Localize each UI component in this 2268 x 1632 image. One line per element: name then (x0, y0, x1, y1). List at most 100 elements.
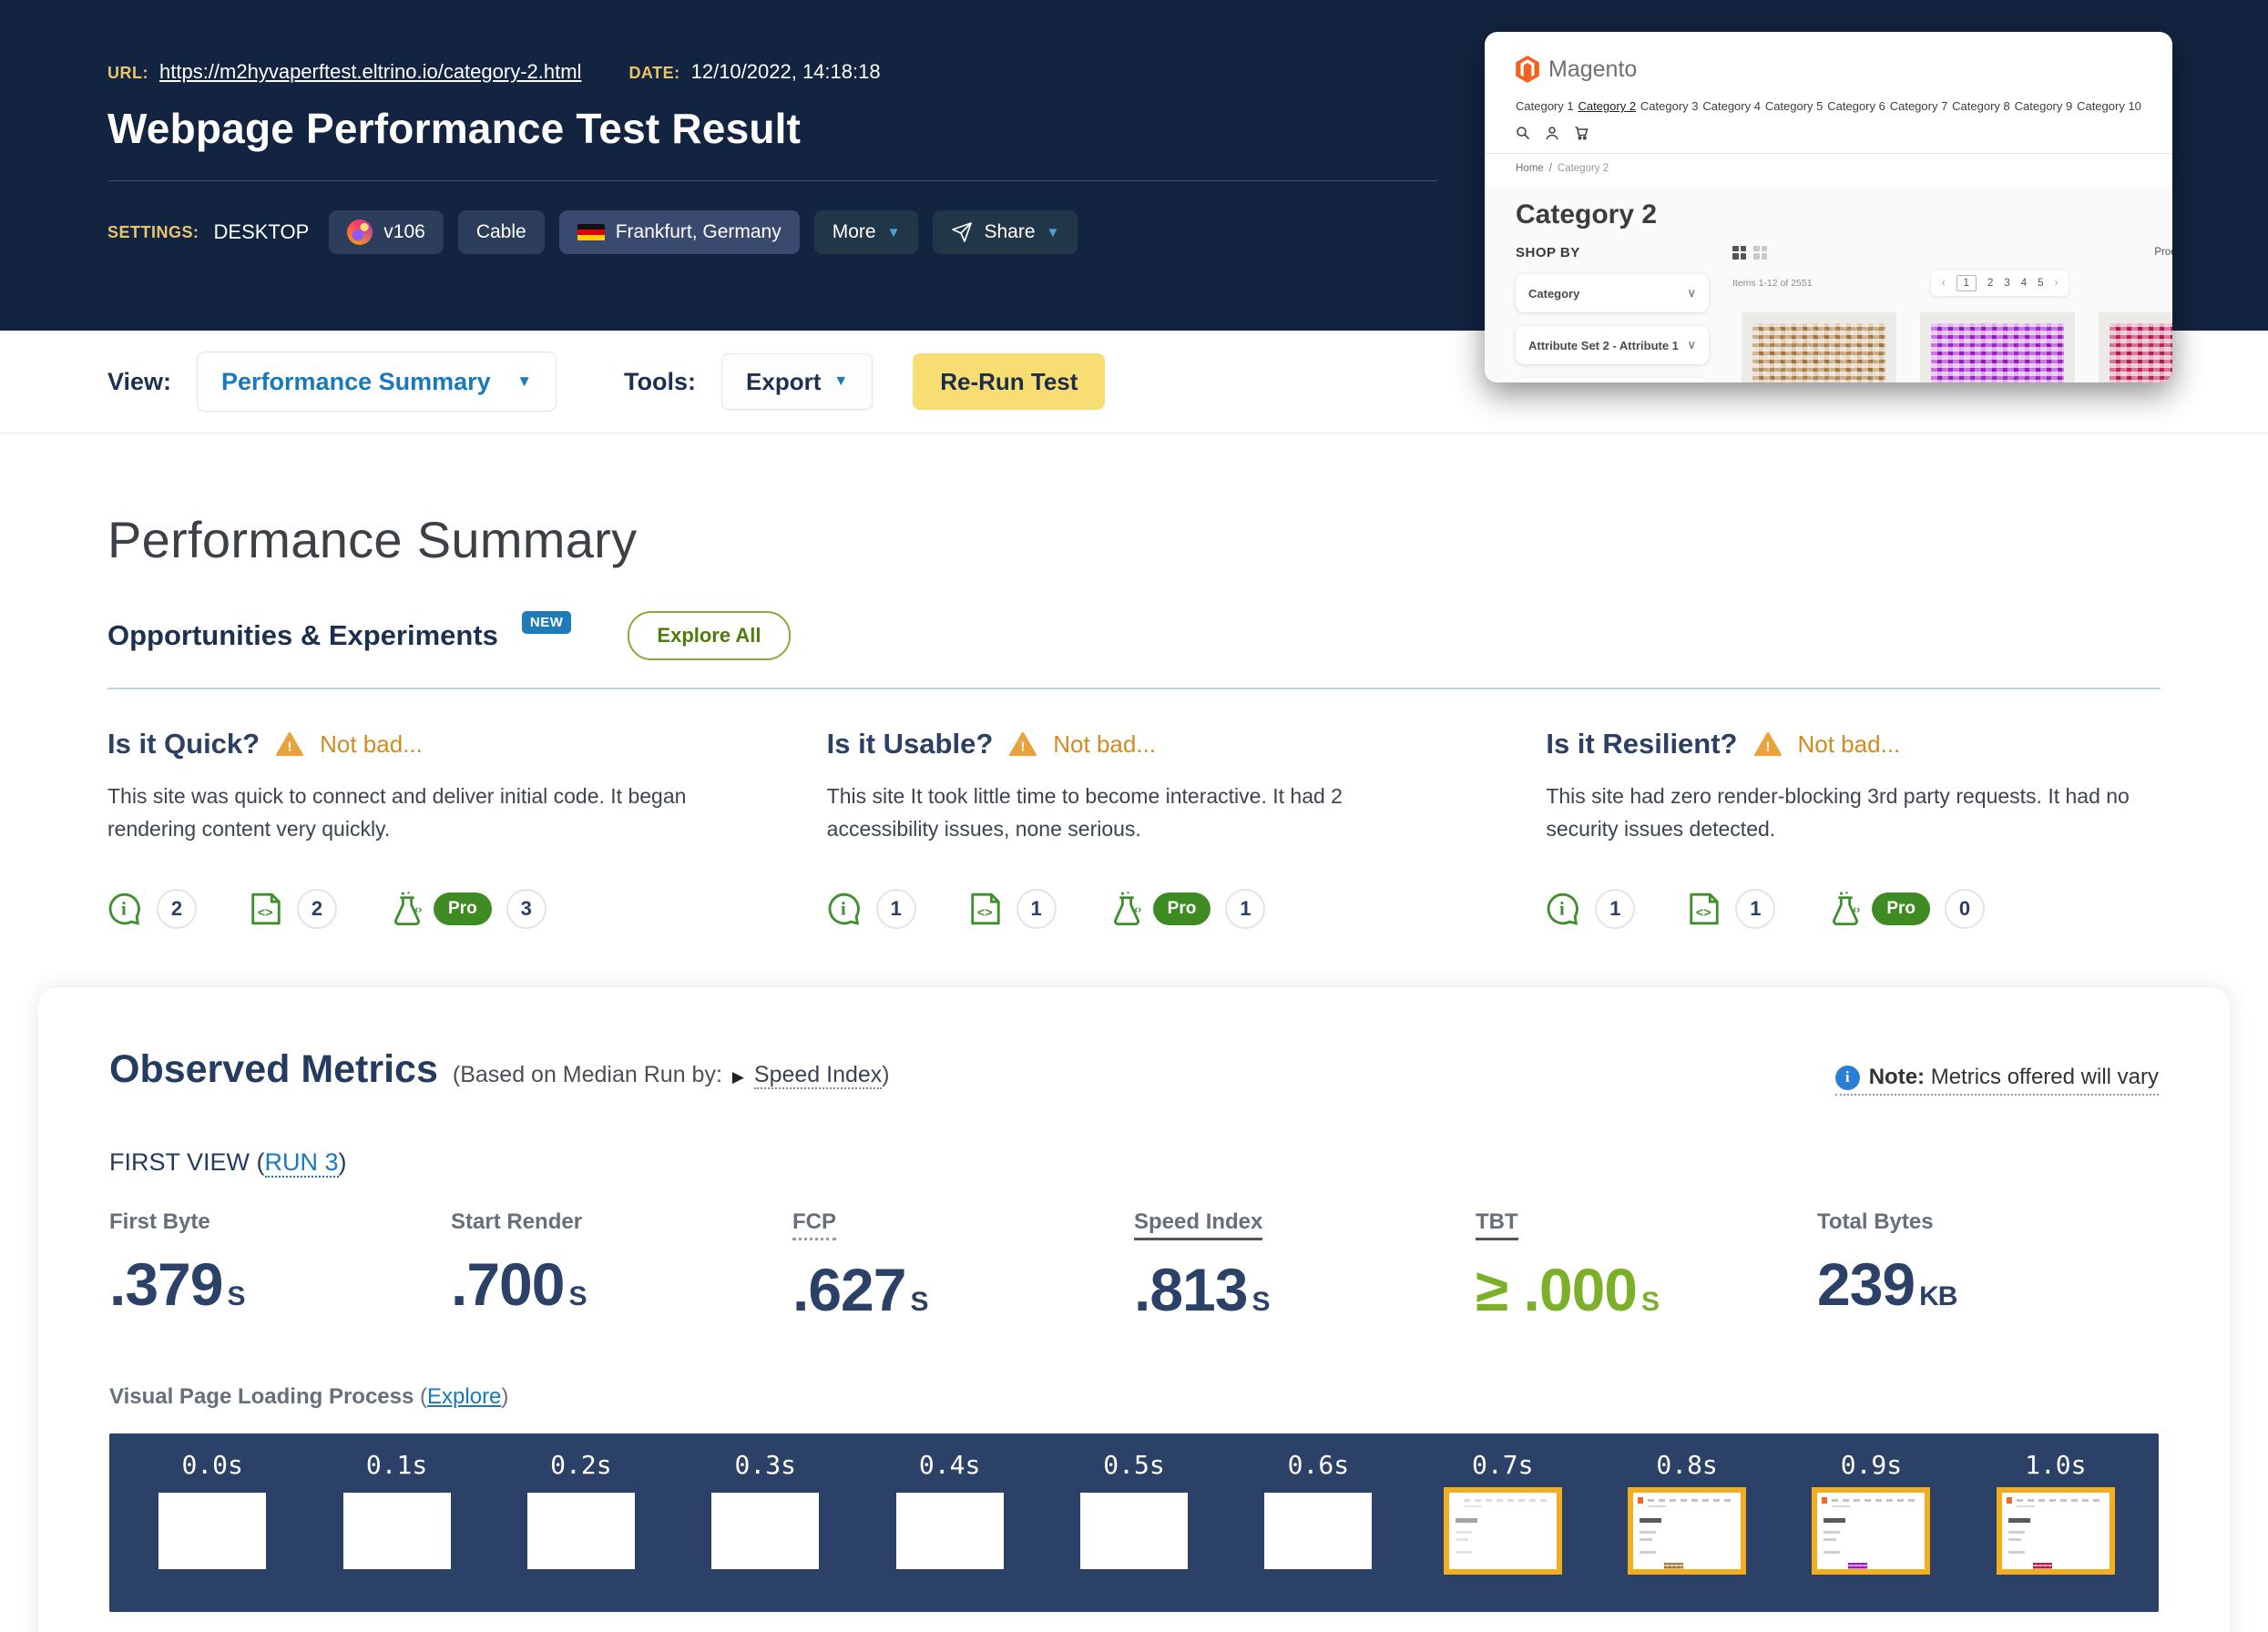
filmstrip-thumbnail[interactable] (1628, 1487, 1747, 1576)
shop-by-label: SHOP BY (1516, 245, 1580, 260)
filmstrip-thumbnail[interactable] (711, 1493, 820, 1570)
filmstrip-frame: 0.3s (673, 1450, 857, 1612)
nav-category-8: Category 8 (1952, 99, 2010, 113)
nav-category-3: Category 3 (1640, 99, 1699, 113)
pro-badge: Pro (434, 892, 492, 926)
opportunity-cards: Is it Quick? ! Not bad... This site was … (107, 728, 2161, 930)
chevron-down-icon: ∨ (1687, 286, 1696, 300)
play-icon: ▶ (731, 1068, 744, 1086)
card-description: This site It took little time to become … (826, 784, 1343, 841)
product-grid (1732, 312, 2172, 382)
info-icon: i (1834, 1065, 1860, 1090)
warning-icon: ! (1753, 731, 1782, 757)
filmstrip-frame: 0.1s (304, 1450, 488, 1612)
main-content: Performance Summary Opportunities & Expe… (0, 434, 2268, 1632)
page-screenshot-preview[interactable]: Magento Category 1 Category 2 Category 3… (1485, 32, 2172, 382)
list-view-icon (1753, 245, 1767, 260)
metric-fcp: FCP .627 S (792, 1209, 928, 1324)
opportunities-header: Opportunities & Experiments NEW Explore … (107, 611, 2161, 660)
export-button[interactable]: Export ▼ (721, 353, 873, 410)
code-file-icon: <> (1690, 893, 1720, 925)
experiment-flask-icon: ‹› (1833, 892, 1861, 926)
metric-start-render: Start Render .700 S (451, 1209, 587, 1319)
svg-text:‹›: ‹› (1854, 903, 1861, 916)
filmstrip-thumbnail[interactable] (1079, 1493, 1188, 1570)
settings-label: SETTINGS: (107, 222, 199, 241)
new-badge: NEW (521, 611, 572, 634)
filmstrip-thumbnail[interactable] (895, 1493, 1004, 1570)
firefox-icon (347, 219, 373, 245)
card-question: Is it Resilient? (1546, 728, 1738, 760)
filmstrip-thumbnail[interactable] (1264, 1493, 1373, 1570)
product-image-3 (2099, 312, 2172, 382)
svg-text:!: ! (288, 740, 292, 755)
chevron-down-icon: ▼ (833, 373, 849, 389)
product-image-1 (1742, 312, 1896, 382)
browser-tag: v106 (329, 210, 444, 254)
filmstrip-thumbnail[interactable] (1996, 1487, 2115, 1576)
pro-badge: Pro (1152, 892, 1211, 926)
more-button[interactable]: More ▼ (813, 210, 919, 254)
preview-filter-sidebar: SHOP BY Category ∨ Attribute Set 2 - Attr… (1516, 245, 1709, 382)
tip-bubble-icon: i (828, 893, 860, 926)
observed-metrics-card: Observed Metrics (Based on Median Run by… (38, 987, 2230, 1632)
card-stats-row: i 2 <> 2 ‹› Pro 3 (107, 889, 722, 930)
svg-text:‹›: ‹› (414, 903, 422, 916)
explore-link[interactable]: Explore (427, 1384, 502, 1410)
run-3-link[interactable]: RUN 3 (264, 1148, 339, 1178)
date-label: DATE: (628, 64, 680, 82)
page-1: 1 (1956, 275, 1977, 291)
view-select[interactable]: Performance Summary ▼ (197, 352, 557, 412)
browser-version: v106 (383, 221, 425, 242)
opportunities-title: Opportunities & Experiments (107, 619, 498, 651)
product-image-2 (1920, 312, 2075, 382)
card-question: Is it Quick? (107, 728, 261, 760)
tip-bubble-icon: i (108, 893, 140, 926)
page-2: 2 (1987, 278, 1994, 289)
explore-all-button[interactable]: Explore All (628, 611, 791, 660)
filmstrip-frame: 0.6s (1226, 1450, 1410, 1612)
tested-url-link[interactable]: https://m2hyvaperftest.eltrino.io/catego… (159, 60, 582, 83)
test-date: 12/10/2022, 14:18:18 (690, 60, 881, 83)
card-question: Is it Usable? (826, 728, 994, 760)
filmstrip-frame: 0.2s (489, 1450, 673, 1612)
rerun-test-button[interactable]: Re-Run Test (913, 353, 1106, 410)
visual-loading-header: Visual Page Loading Process (Explore) (109, 1384, 509, 1410)
nav-category-5: Category 5 (1764, 99, 1824, 113)
nav-category-4: Category 4 (1702, 99, 1761, 113)
first-view-row: FIRST VIEW (RUN 3) (109, 1148, 347, 1178)
metric-first-byte: First Byte .379 S (109, 1209, 245, 1319)
page-4: 4 (2020, 278, 2028, 289)
view-mode-icons (1732, 245, 1767, 260)
filmstrip-thumbnail[interactable] (158, 1493, 267, 1570)
location-tag: Frankfurt, Germany (558, 210, 800, 254)
filmstrip-thumbnail[interactable] (342, 1493, 451, 1570)
experiment-flask-icon: ‹› (394, 892, 422, 926)
prev-page-arrow: ‹ (1941, 278, 1946, 289)
nav-category-1: Category 1 (1516, 99, 1574, 113)
filmstrip-thumbnail[interactable] (1812, 1487, 1931, 1576)
svg-text:‹›: ‹› (1134, 903, 1141, 916)
tip-bubble-icon: i (1547, 893, 1579, 926)
speed-index-link[interactable]: Speed Index (753, 1062, 883, 1090)
card-verdict: Not bad... (1053, 729, 1156, 758)
warning-icon: ! (1009, 731, 1037, 757)
section-title: Performance Summary (107, 511, 638, 568)
svg-text:i: i (121, 900, 127, 920)
device-value: DESKTOP (213, 220, 310, 243)
magento-mark-icon (1516, 56, 1539, 83)
metrics-note[interactable]: i Note: Metrics offered will vary (1834, 1065, 2159, 1096)
chevron-down-icon: ▼ (516, 372, 533, 390)
filmstrip-thumbnail[interactable] (526, 1493, 635, 1570)
pro-badge: Pro (1872, 892, 1931, 926)
pagination: ‹ 1 2 3 4 5 › (1930, 270, 2069, 296)
filter-attribute-set: Attribute Set 2 - Attribute 1 ∨ (1516, 326, 1709, 364)
share-button[interactable]: Share ▼ (933, 210, 1078, 254)
magento-brand-text: Magento (1548, 56, 1638, 82)
metric-total-bytes: Total Bytes 239 KB (1817, 1209, 1957, 1319)
metric-tbt: TBT ≥ .000 S (1476, 1209, 1660, 1324)
filmstrip-thumbnail[interactable] (1443, 1487, 1562, 1576)
connection-tag: Cable (457, 210, 545, 254)
svg-text:i: i (841, 900, 846, 920)
preview-divider (1485, 153, 2172, 154)
